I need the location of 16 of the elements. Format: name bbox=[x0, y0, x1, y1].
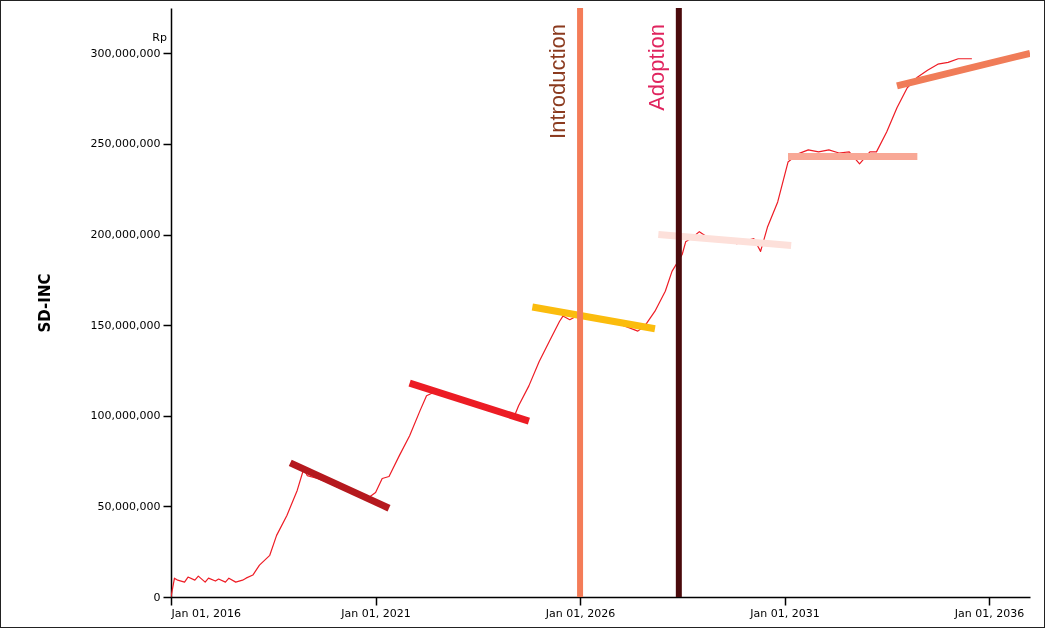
x-tick-label: Jan 01, 2016 bbox=[170, 606, 241, 620]
y-tick-label: 250,000,000 bbox=[90, 137, 161, 151]
x-tick-label: Jan 01, 2026 bbox=[544, 606, 616, 620]
y-tick-label: 150,000,000 bbox=[90, 318, 161, 332]
x-tick-label: Jan 01, 2031 bbox=[749, 606, 820, 620]
y-tick-label: 200,000,000 bbox=[90, 228, 161, 242]
ref-line-label: Adoption bbox=[643, 24, 669, 111]
text: Rp bbox=[152, 31, 167, 45]
y-tick-label: 50,000,000 bbox=[97, 499, 161, 513]
y-tick-label: 0 bbox=[153, 590, 161, 604]
y-tick-label: 100,000,000 bbox=[90, 409, 161, 423]
ref-line-label: Introduction bbox=[545, 24, 571, 139]
x-tick-label: Jan 01, 2021 bbox=[340, 606, 411, 620]
y-tick-label: 300,000,000 bbox=[90, 46, 161, 60]
y-axis-title: SD-INC bbox=[35, 273, 54, 333]
x-tick-label: Jan 01, 2036 bbox=[953, 606, 1025, 620]
